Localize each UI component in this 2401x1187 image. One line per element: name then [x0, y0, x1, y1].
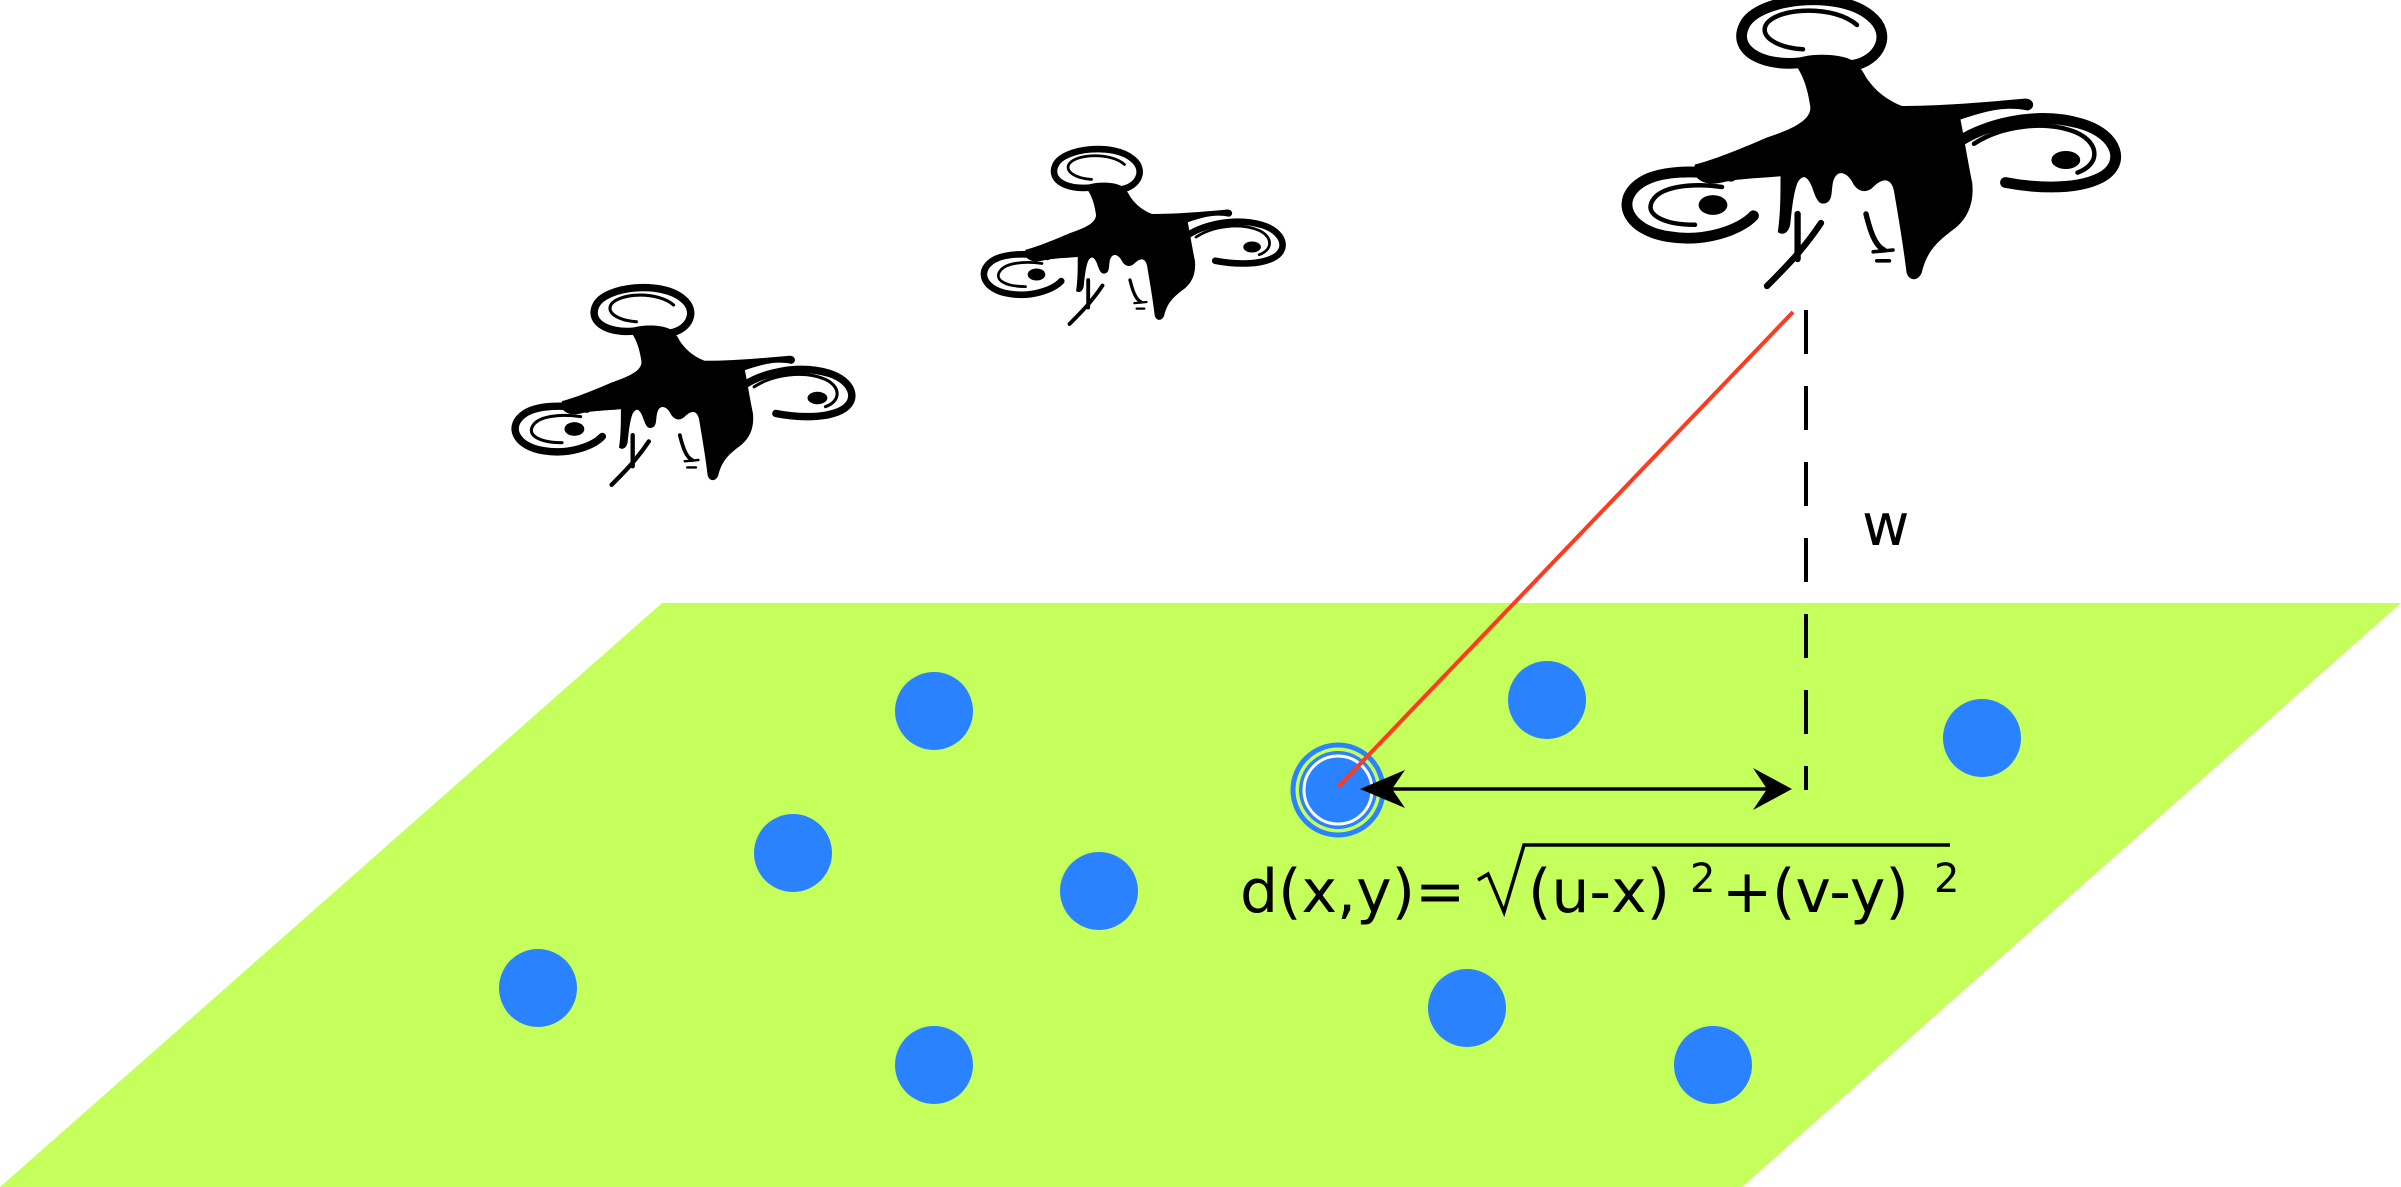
- formula-plus: +: [1722, 857, 1772, 927]
- drone-icon: [1627, 0, 2116, 286]
- user-node: [754, 814, 832, 892]
- user-node: [1943, 699, 2021, 777]
- altitude-label: w: [1862, 491, 1909, 559]
- radical-sign: [1477, 843, 1950, 918]
- user-node: [895, 672, 973, 750]
- distance-formula: d(x,y)= (u-x) 2 + (v-y) 2: [1240, 843, 1959, 927]
- ground-plane: [0, 603, 2401, 1187]
- formula-term-a: (u-x): [1528, 857, 1670, 927]
- formula-lhs: d(x,y)=: [1240, 857, 1465, 927]
- formula-term-b: (v-y): [1772, 857, 1909, 927]
- user-node: [1428, 969, 1506, 1047]
- ground-users: [499, 661, 2021, 1104]
- served-user-node: [1299, 751, 1377, 829]
- user-node: [1060, 852, 1138, 930]
- user-node: [1674, 1026, 1752, 1104]
- formula-exp-b: 2: [1934, 856, 1959, 902]
- distance-arrowhead-left: [1360, 770, 1405, 808]
- user-node: [1508, 661, 1586, 739]
- formula-exp-a: 2: [1690, 856, 1715, 902]
- distance-arrowhead-right: [1753, 768, 1792, 810]
- line-of-sight-link: [1336, 310, 1795, 789]
- drone-icon: [984, 149, 1283, 324]
- user-node: [895, 1026, 973, 1104]
- drone-icon: [515, 288, 852, 485]
- user-node: [499, 949, 577, 1027]
